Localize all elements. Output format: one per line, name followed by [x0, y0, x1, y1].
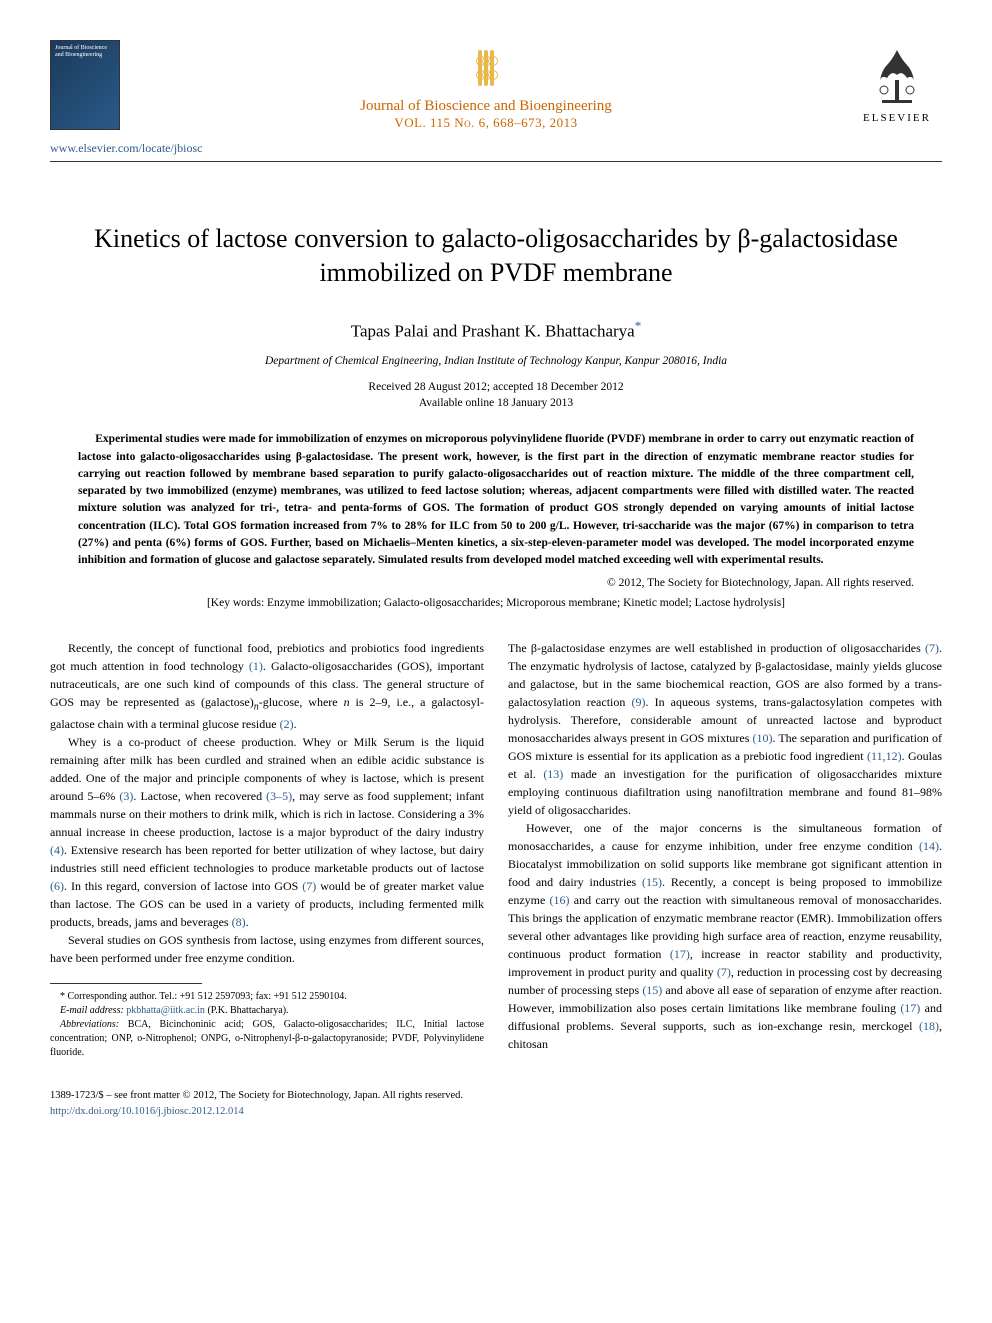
body-para: Recently, the concept of functional food…	[50, 639, 484, 732]
ref-link[interactable]: (18)	[919, 1019, 939, 1033]
authors: Tapas Palai and Prashant K. Bhattacharya…	[50, 318, 942, 342]
ref-link[interactable]: (11,12)	[867, 749, 902, 763]
footnote-email: E-mail address: pkbhatta@iitk.ac.in (P.K…	[50, 1004, 484, 1018]
ref-link[interactable]: (17)	[900, 1001, 920, 1015]
corresponding-mark: *	[635, 318, 642, 333]
email-link[interactable]: pkbhatta@iitk.ac.in	[126, 1005, 205, 1016]
author-2: Prashant K. Bhattacharya	[461, 321, 634, 340]
footer: 1389-1723/$ – see front matter © 2012, T…	[50, 1088, 942, 1120]
journal-cover-image: Journal of Bioscience and Bioengineering	[50, 40, 120, 130]
body-columns: Recently, the concept of functional food…	[50, 639, 942, 1059]
body-para: However, one of the major concerns is th…	[508, 819, 942, 1053]
header: Journal of Bioscience and Bioengineering…	[50, 40, 942, 131]
ref-link[interactable]: (6)	[50, 879, 64, 893]
article-dates: Received 28 August 2012; accepted 18 Dec…	[50, 379, 942, 411]
ref-link[interactable]: (9)	[631, 695, 645, 709]
journal-volume: VOL. 115 No. 6, 668–673, 2013	[120, 115, 852, 131]
footnote-divider	[50, 983, 202, 984]
header-center: Journal of Bioscience and Bioengineering…	[120, 40, 852, 131]
ref-link[interactable]: (16)	[550, 893, 570, 907]
author-1: Tapas Palai	[351, 321, 429, 340]
ref-link[interactable]: (7)	[717, 965, 731, 979]
ref-link[interactable]: (4)	[50, 843, 64, 857]
body-column-right: The β-galactosidase enzymes are well est…	[508, 639, 942, 1059]
ref-link[interactable]: (17)	[670, 947, 690, 961]
ref-link[interactable]: (15)	[642, 875, 662, 889]
ref-link[interactable]: (7)	[302, 879, 316, 893]
body-column-left: Recently, the concept of functional food…	[50, 639, 484, 1059]
author-and: and	[428, 321, 461, 340]
header-left: Journal of Bioscience and Bioengineering	[50, 40, 120, 130]
affiliation: Department of Chemical Engineering, Indi…	[50, 355, 942, 367]
article-title: Kinetics of lactose conversion to galact…	[50, 222, 942, 290]
journal-icon	[471, 50, 501, 90]
body-para: Several studies on GOS synthesis from la…	[50, 931, 484, 967]
elsevier-link-row: www.elsevier.com/locate/jbiosc	[50, 139, 942, 157]
ref-link[interactable]: (3–5)	[266, 789, 292, 803]
ref-link[interactable]: (10)	[752, 731, 772, 745]
footnote-correspondence: * Corresponding author. Tel.: +91 512 25…	[50, 990, 484, 1004]
keywords: [Key words: Enzyme immobilization; Galac…	[78, 597, 914, 609]
journal-name: Journal of Bioscience and Bioengineering	[120, 98, 852, 115]
date-online: Available online 18 January 2013	[50, 395, 942, 411]
journal-cover-text: Journal of Bioscience and Bioengineering	[55, 45, 115, 59]
ref-link[interactable]: (3)	[119, 789, 133, 803]
copyright: © 2012, The Society for Biotechnology, J…	[78, 577, 914, 589]
doi-link[interactable]: http://dx.doi.org/10.1016/j.jbiosc.2012.…	[50, 1106, 244, 1117]
footnote-abbreviations: Abbreviations: BCA, Bicinchoninic acid; …	[50, 1018, 484, 1060]
body-para: The β-galactosidase enzymes are well est…	[508, 639, 942, 819]
abstract-text: Experimental studies were made for immob…	[78, 431, 914, 569]
elsevier-label: ELSEVIER	[852, 112, 942, 124]
ref-link[interactable]: (7)	[925, 641, 939, 655]
ref-link[interactable]: (8)	[232, 915, 246, 929]
ref-link[interactable]: (15)	[642, 983, 662, 997]
ref-link[interactable]: (1)	[249, 659, 263, 673]
ref-link[interactable]: (14)	[919, 839, 939, 853]
header-divider	[50, 161, 942, 162]
footnotes: * Corresponding author. Tel.: +91 512 25…	[50, 990, 484, 1060]
ref-link[interactable]: (13)	[543, 767, 563, 781]
publisher-logo: ELSEVIER	[852, 40, 942, 124]
ref-link[interactable]: (2)	[280, 717, 294, 731]
date-received: Received 28 August 2012; accepted 18 Dec…	[50, 379, 942, 395]
footer-issn: 1389-1723/$ – see front matter © 2012, T…	[50, 1088, 942, 1104]
body-para: Whey is a co-product of cheese productio…	[50, 733, 484, 931]
elsevier-link[interactable]: www.elsevier.com/locate/jbiosc	[50, 141, 203, 155]
elsevier-tree-icon	[862, 40, 932, 110]
